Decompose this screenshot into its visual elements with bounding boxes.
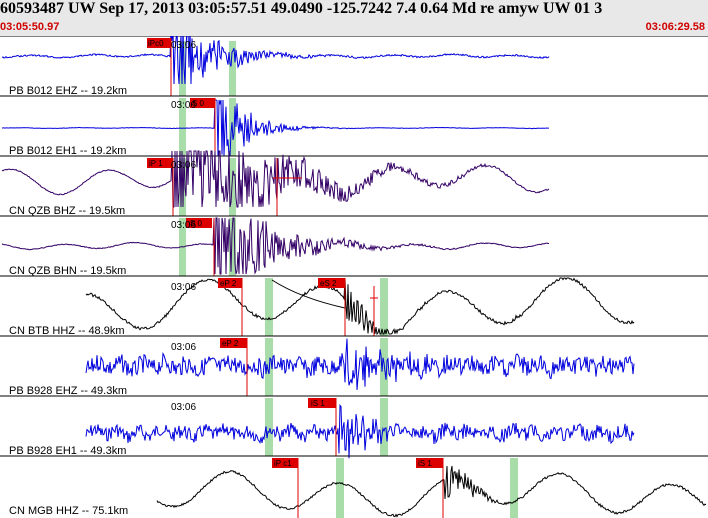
pick-label: S 0 [192, 99, 205, 108]
time-mark: 03:06 [171, 220, 196, 231]
s-window-highlight [229, 218, 236, 276]
pick-flag[interactable] [218, 278, 242, 288]
channel-label: PB B928 EH1 -- 49.3km [9, 445, 126, 457]
pick-label: eP 2 [222, 339, 239, 348]
pick-flag[interactable] [220, 338, 247, 348]
s-window-highlight [265, 278, 273, 336]
s-window-highlight [510, 458, 518, 518]
pick-flag[interactable] [318, 278, 345, 288]
s-window-highlight [380, 278, 388, 336]
trace-row[interactable]: S 0 03:06 CN QZB BHN -- 19.5km [0, 215, 708, 277]
seismic-trace[interactable] [1, 217, 549, 275]
seismic-trace[interactable] [85, 277, 635, 336]
channel-label: PB B012 EHZ -- 19.2km [9, 85, 127, 97]
pick-label: iP c1 [274, 459, 292, 468]
channel-label: CN QZB BHZ -- 19.5km [9, 205, 125, 217]
seismic-trace[interactable] [85, 338, 635, 390]
trace-row[interactable]: eP 2 03:06 PB B928 EHZ -- 49.3km [0, 335, 708, 397]
trace-row[interactable]: iP 1 03:06 CN QZB BHZ -- 19.5km [0, 150, 708, 217]
s-window-highlight [229, 41, 236, 96]
pick-flag[interactable] [147, 38, 171, 48]
channel-label: CN MGB HHZ -- 75.1km [9, 505, 128, 517]
event-header: 60593487 UW Sep 17, 2013 03:05:57.51 49.… [0, 0, 708, 36]
pick-label: iPc0 [148, 39, 164, 48]
seismic-trace[interactable] [85, 404, 635, 459]
seismic-trace[interactable] [156, 465, 707, 518]
fit-curve [271, 279, 346, 309]
trace-row[interactable]: eP 2 eS 2 03:06 CN BTB HHZ -- 48.9km [0, 275, 708, 337]
event-title: 60593487 UW Sep 17, 2013 03:05:57.51 49.… [0, 0, 603, 17]
seismogram-panel[interactable]: iPc0 03:06 PB B012 EHZ -- 19.2km S 0 03:… [0, 36, 708, 518]
pick-flag[interactable] [308, 398, 336, 408]
time-mark: 03:06 [171, 282, 196, 293]
pick-label: eS 2 [320, 279, 337, 288]
pick-label: S 0 [190, 219, 203, 228]
s-window-highlight [265, 398, 273, 456]
trace-row[interactable]: iP c1 iS 1 CN MGB HHZ -- 75.1km [0, 455, 708, 518]
time-mark: 03:06 [171, 40, 196, 51]
window-start-time: 03:05:50.97 [0, 21, 60, 33]
seismic-trace[interactable] [1, 150, 550, 208]
pick-flag[interactable] [272, 458, 298, 468]
pick-flag[interactable] [416, 458, 443, 468]
pick-flag[interactable] [190, 98, 215, 108]
trace-row[interactable]: iPc0 03:06 PB B012 EHZ -- 19.2km [0, 36, 708, 97]
pick-label: iS 1 [418, 459, 432, 468]
trace-row[interactable]: iS 1 03:06 PB B928 EH1 -- 49.3km [0, 395, 708, 459]
seismic-trace[interactable] [1, 99, 549, 157]
pick-label: iP 1 [149, 159, 163, 168]
s-window-highlight [229, 158, 236, 216]
pick-label: eP 2 [220, 279, 237, 288]
s-window-highlight [380, 398, 388, 456]
channel-label: PB B012 EH1 -- 19.2km [9, 145, 126, 157]
channel-label: PB B928 EHZ -- 49.3km [9, 385, 127, 397]
window-end-time: 03:06:29.58 [645, 21, 705, 33]
time-mark: 03:06 [171, 100, 196, 111]
time-mark: 03:06 [171, 160, 196, 171]
pick-flag[interactable] [186, 218, 212, 228]
s-window-highlight [336, 458, 344, 518]
trace-row[interactable]: S 0 03:06 PB B012 EH1 -- 19.2km [0, 95, 708, 157]
seismic-trace[interactable] [1, 36, 550, 85]
channel-label: CN BTB HHZ -- 48.9km [9, 325, 125, 337]
pick-label: iS 1 [311, 399, 325, 408]
pick-flag[interactable] [147, 158, 173, 168]
s-window-highlight [179, 98, 186, 156]
channel-label: CN QZB BHN -- 19.5km [9, 265, 126, 277]
time-mark: 03:06 [171, 402, 196, 413]
time-mark: 03:06 [171, 342, 196, 353]
